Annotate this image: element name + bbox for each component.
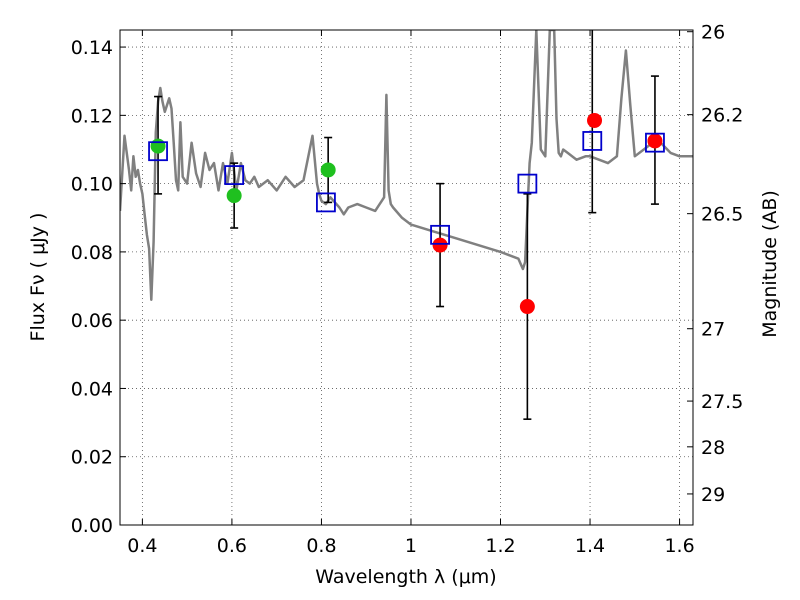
right-tick-label: 26.2 xyxy=(701,105,743,127)
square-point xyxy=(645,132,665,153)
x-tick-label: 1.2 xyxy=(485,535,515,557)
errorbars xyxy=(154,30,659,420)
x-axis: 0.4 0.6 0.8 1 1.2 1.4 1.6 xyxy=(127,30,695,557)
y-axis-label: Flux Fν ( μJy ) xyxy=(27,213,49,342)
right-tick-label: 28 xyxy=(701,437,725,459)
x-axis-label: Wavelength λ (μm) xyxy=(315,566,496,588)
red-point xyxy=(519,299,535,315)
plot-frame xyxy=(119,29,694,526)
square-point xyxy=(224,165,245,185)
grid xyxy=(120,30,693,526)
data-points xyxy=(148,112,665,315)
y-tick-label: 0.02 xyxy=(71,447,113,469)
right-tick-label: 26 xyxy=(701,22,725,44)
x-tick-label: 0.8 xyxy=(306,535,336,557)
square-point xyxy=(430,224,450,245)
right-tick-label: 27 xyxy=(701,319,725,341)
green-point xyxy=(150,138,166,154)
x-tick-label: 1.6 xyxy=(664,535,694,557)
model-spectrum xyxy=(120,30,693,301)
y-tick-label: 0.12 xyxy=(71,105,113,127)
red-point xyxy=(432,237,448,253)
right-tick-label: 29 xyxy=(701,484,725,506)
y-tick-label: 0.00 xyxy=(71,515,113,537)
y-tick-label: 0.10 xyxy=(71,174,113,196)
square-point xyxy=(517,173,538,194)
x-tick-label: 1.4 xyxy=(575,535,605,557)
right-axis: 26 26.2 26.5 27 27.5 28 29 xyxy=(687,22,743,506)
right-axis-label: Magnitude (AB) xyxy=(759,190,781,338)
x-tick-label: 0.6 xyxy=(217,535,247,557)
x-tick-label: 0.4 xyxy=(127,535,157,557)
model-spectrum-line xyxy=(120,30,693,301)
y-tick-label: 0.04 xyxy=(71,378,113,400)
right-tick-label: 27.5 xyxy=(701,391,743,413)
y-tick-label: 0.08 xyxy=(71,242,113,264)
green-point xyxy=(320,162,336,178)
y-axis: 0.00 0.02 0.04 0.06 0.08 0.10 0.12 0.14 xyxy=(71,37,126,537)
green-point xyxy=(226,188,242,204)
y-tick-label: 0.06 xyxy=(71,310,113,332)
square-point xyxy=(148,141,168,162)
red-point xyxy=(587,112,603,128)
red-point xyxy=(647,133,663,149)
square-point xyxy=(582,131,603,151)
square-point xyxy=(316,192,336,213)
right-tick-label: 26.5 xyxy=(701,204,743,226)
y-tick-label: 0.14 xyxy=(71,37,113,59)
x-tick-label: 1 xyxy=(405,535,417,557)
